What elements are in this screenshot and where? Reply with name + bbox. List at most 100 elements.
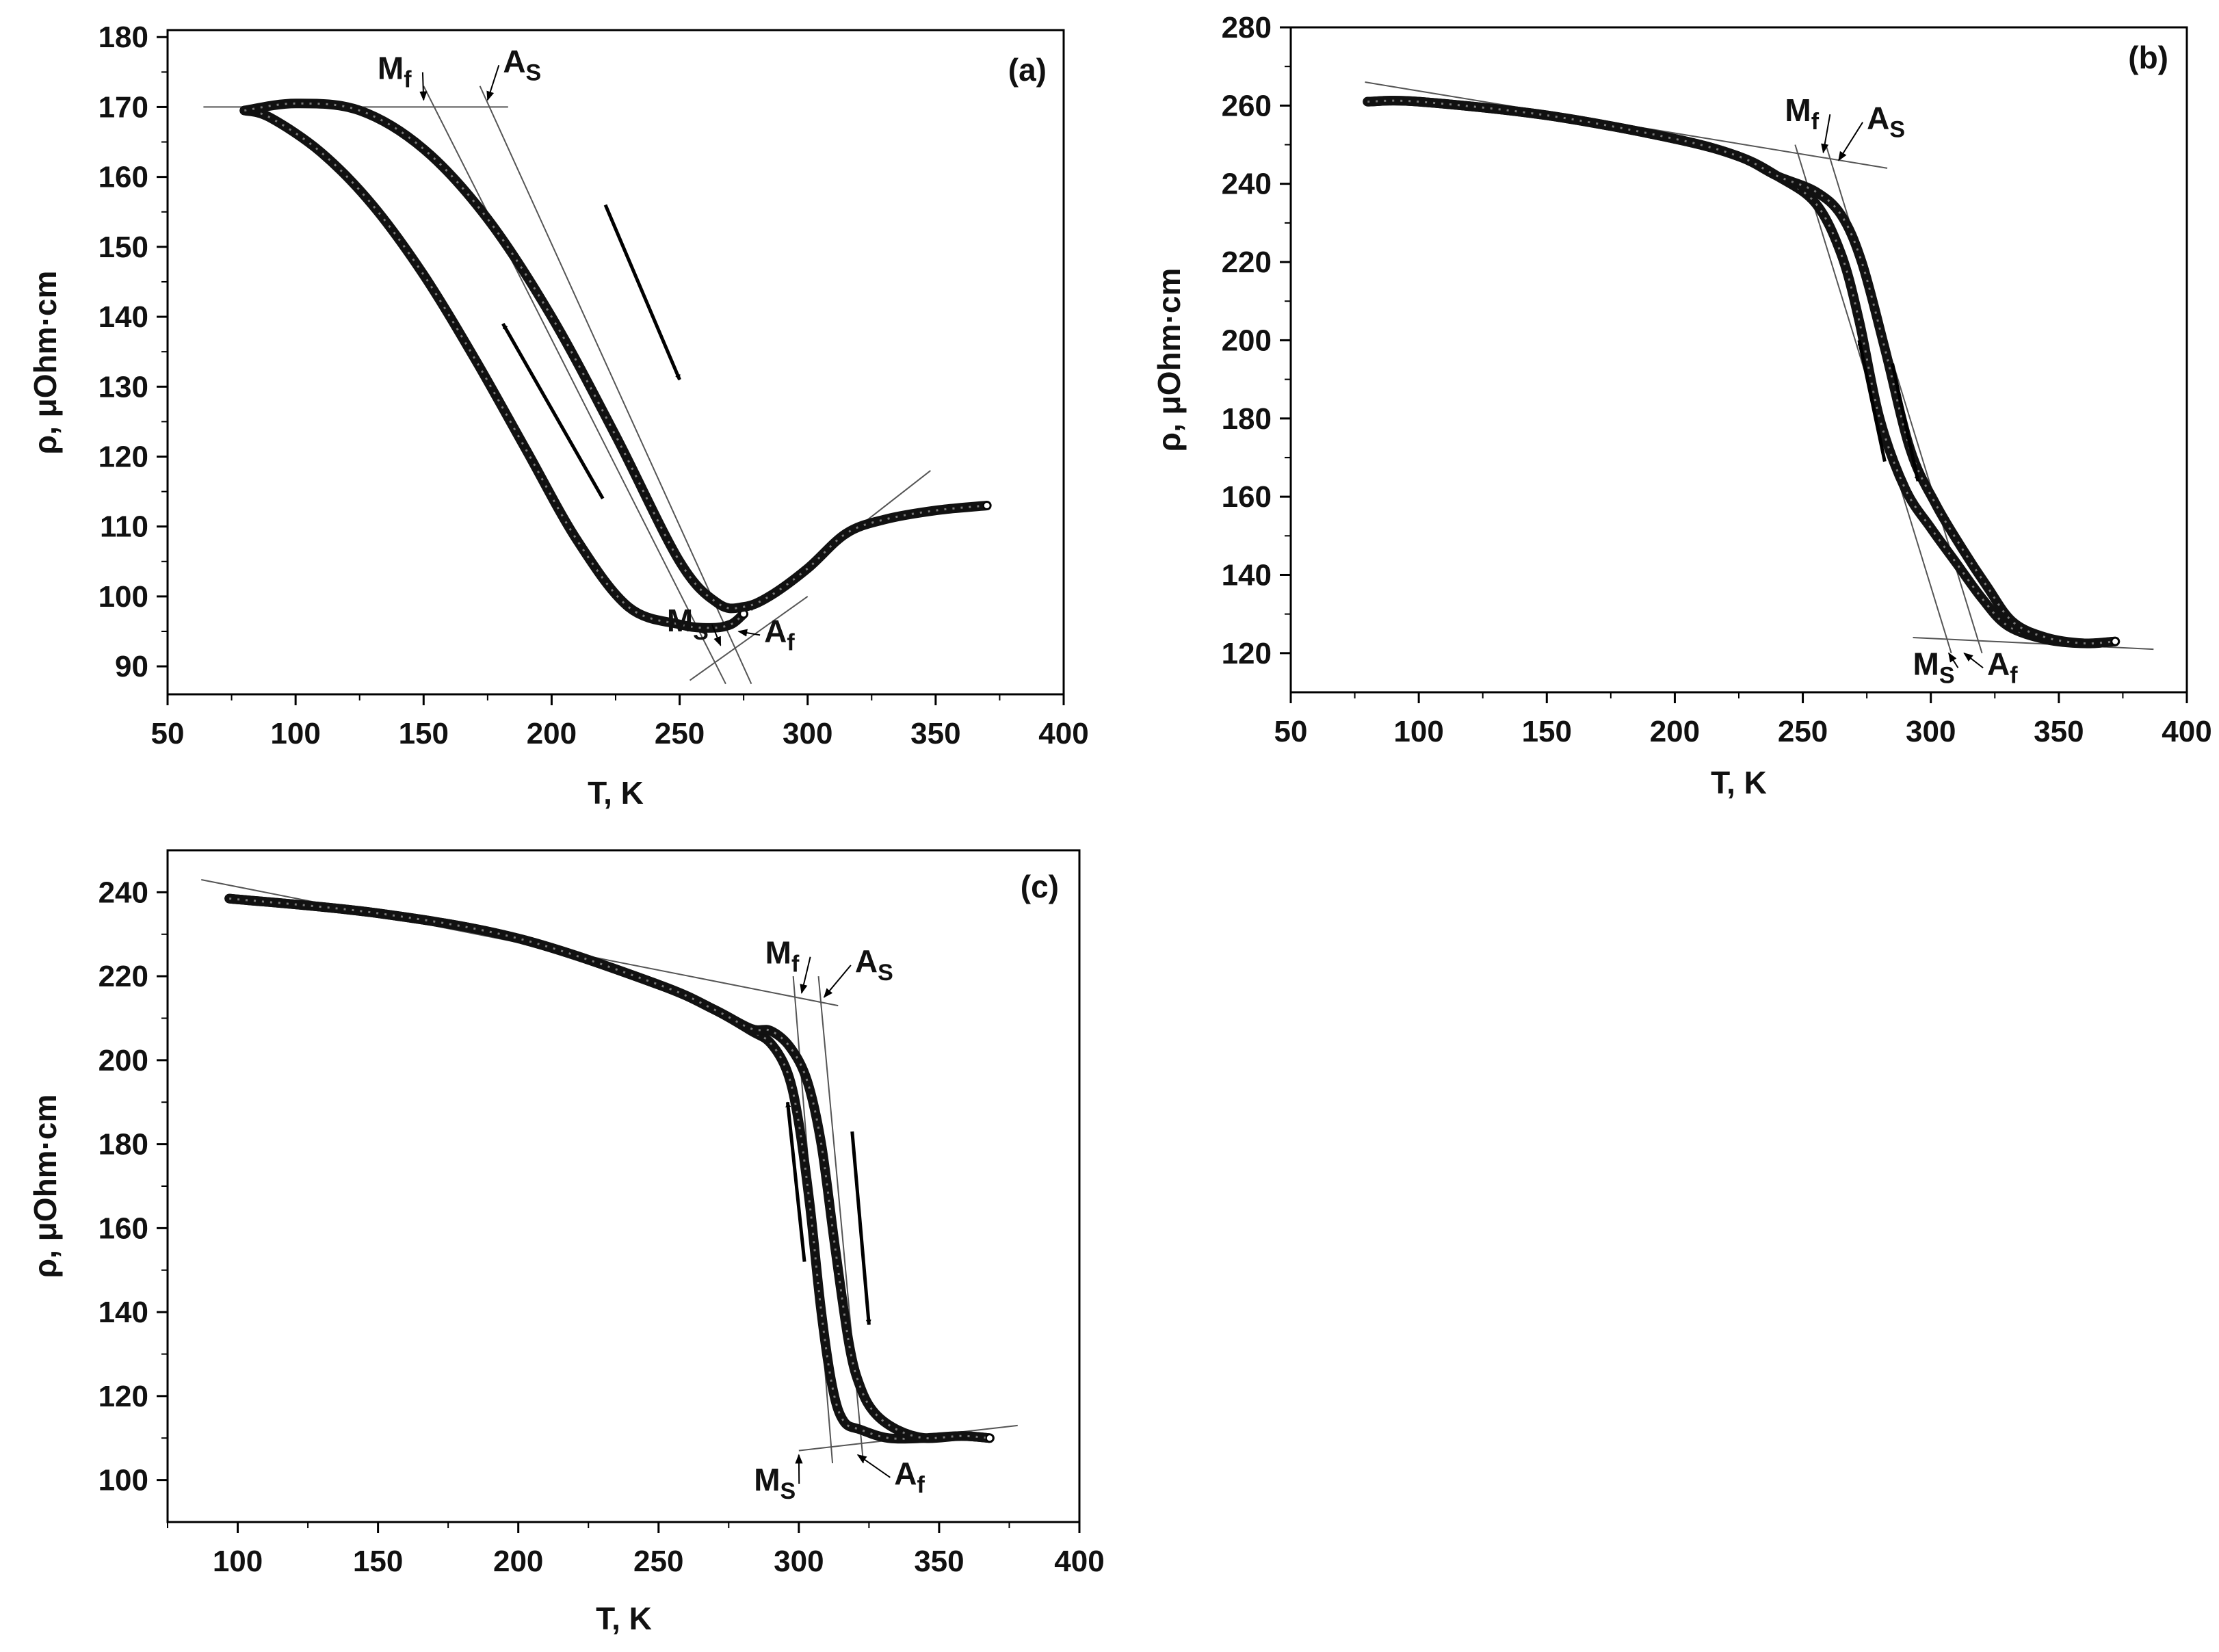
annotation-main: A: [1867, 101, 1889, 136]
x-tick-label: 400: [2162, 715, 2211, 748]
annotation-sub: S: [526, 60, 542, 86]
y-tick-label: 180: [99, 21, 148, 54]
x-tick-label: 150: [1522, 715, 1572, 748]
cooling-curve-markers: [229, 897, 990, 1440]
tangent-line: [689, 596, 809, 681]
annotation-sub: f: [791, 952, 800, 978]
annotation-pointer: [486, 65, 500, 101]
annotation-ms: MS: [667, 603, 709, 645]
annotation-pointer: [1948, 652, 1959, 668]
annotation-ms: MS: [754, 1462, 796, 1504]
y-tick-label: 170: [99, 90, 148, 124]
y-tick-label: 100: [99, 580, 148, 614]
annotation-main: A: [503, 43, 525, 79]
y-tick-label: 180: [1222, 402, 1272, 436]
y-tick-label: 110: [100, 510, 148, 544]
x-axis-title: T, K: [1711, 765, 1767, 800]
cooling-curve: [1363, 96, 2120, 648]
x-tick-label: 150: [399, 717, 449, 750]
annotation-af: Af: [1987, 646, 2018, 688]
tangent-lines: [203, 86, 931, 685]
y-tick-label: 140: [99, 300, 148, 334]
heating-curve-markers: [229, 897, 990, 1440]
annotation-main: A: [764, 613, 787, 648]
annotation-main: A: [855, 943, 878, 979]
x-tick-label: 350: [910, 717, 960, 750]
heating-end-marker: [982, 501, 991, 510]
annotation-af: Af: [764, 613, 795, 655]
y-tick-label: 220: [1222, 246, 1272, 279]
y-tick-label: 100: [99, 1464, 148, 1497]
annotation-as: AS: [503, 43, 541, 86]
annotation-sub: S: [693, 619, 709, 645]
x-axis-ticks: 50 100 150 200 250 300 350 400: [151, 694, 1089, 750]
annotation-main: M: [1913, 646, 1939, 681]
y-tick-label: 120: [99, 1380, 148, 1413]
annotation-pointer: [711, 624, 722, 646]
annotation-ms: MS: [1913, 646, 1955, 688]
direction-arrow: [850, 1131, 871, 1326]
y-tick-label: 130: [99, 370, 148, 404]
direction-arrows: [1857, 339, 1920, 482]
x-axis-ticks: 100 150 200 250 300 350 400: [167, 1522, 1105, 1578]
cooling-curve-markers: [244, 109, 745, 629]
annotation-pointer: [800, 956, 811, 995]
annotation-mf: Mf: [765, 935, 800, 978]
annotation-pointer: [1838, 122, 1863, 161]
annotation-main: M: [378, 51, 404, 86]
annotation-pointer: [823, 965, 852, 998]
heating-curve: [1363, 96, 2120, 648]
cooling-curve: [224, 893, 995, 1444]
annotation-mf: Mf: [1785, 92, 1819, 135]
y-tick-label: 240: [1222, 168, 1272, 201]
x-tick-label: 300: [774, 1545, 824, 1578]
annotation-sub: S: [1939, 662, 1955, 688]
x-tick-label: 100: [1393, 715, 1443, 748]
y-axis-title: ρ, μOhm·cm: [27, 271, 63, 455]
heating-end-marker: [2111, 637, 2120, 646]
annotation-as: AS: [1867, 101, 1905, 143]
x-tick-label: 50: [151, 717, 185, 750]
x-tick-label: 150: [353, 1545, 403, 1578]
y-tick-label: 120: [1222, 637, 1272, 670]
x-tick-label: 250: [633, 1545, 683, 1578]
data-series: [239, 99, 992, 633]
annotation-pointer: [1963, 652, 1984, 669]
data-series: [1363, 96, 2120, 648]
annotation-main: M: [667, 603, 693, 638]
x-tick-label: 350: [2034, 715, 2084, 748]
panel-label: (b): [2128, 40, 2168, 75]
x-tick-label: 100: [270, 717, 320, 750]
annotation-sub: S: [780, 1478, 796, 1504]
x-tick-label: 400: [1038, 717, 1088, 750]
y-tick-label: 280: [1222, 11, 1272, 44]
plot-frame: [1289, 26, 2188, 694]
annotation-main: M: [765, 935, 791, 971]
annotation-sub: f: [787, 629, 795, 655]
x-tick-label: 350: [914, 1545, 964, 1578]
x-tick-label: 200: [1650, 715, 1700, 748]
annotation-pointer: [1821, 114, 1831, 154]
annotation-main: A: [1987, 646, 2010, 681]
x-tick-label: 250: [655, 717, 705, 750]
data-series: [224, 893, 995, 1444]
y-axis-ticks: 100 120 140 160 180 200 220 240: [99, 876, 168, 1497]
annotation-sub: S: [878, 960, 893, 986]
y-tick-label: 220: [99, 960, 148, 993]
annotation-pointer: [856, 1454, 891, 1478]
annotation-mf: Mf: [378, 51, 412, 93]
y-axis-title: ρ, μOhm·cm: [1151, 268, 1187, 452]
x-tick-label: 200: [527, 717, 577, 750]
tangent-line: [479, 86, 752, 685]
y-tick-label: 140: [1222, 558, 1272, 592]
annotation-main: M: [1785, 92, 1811, 128]
y-tick-label: 260: [1222, 89, 1272, 122]
y-tick-label: 120: [99, 440, 148, 473]
y-tick-label: 140: [99, 1296, 148, 1329]
direction-arrow: [1891, 363, 1920, 482]
